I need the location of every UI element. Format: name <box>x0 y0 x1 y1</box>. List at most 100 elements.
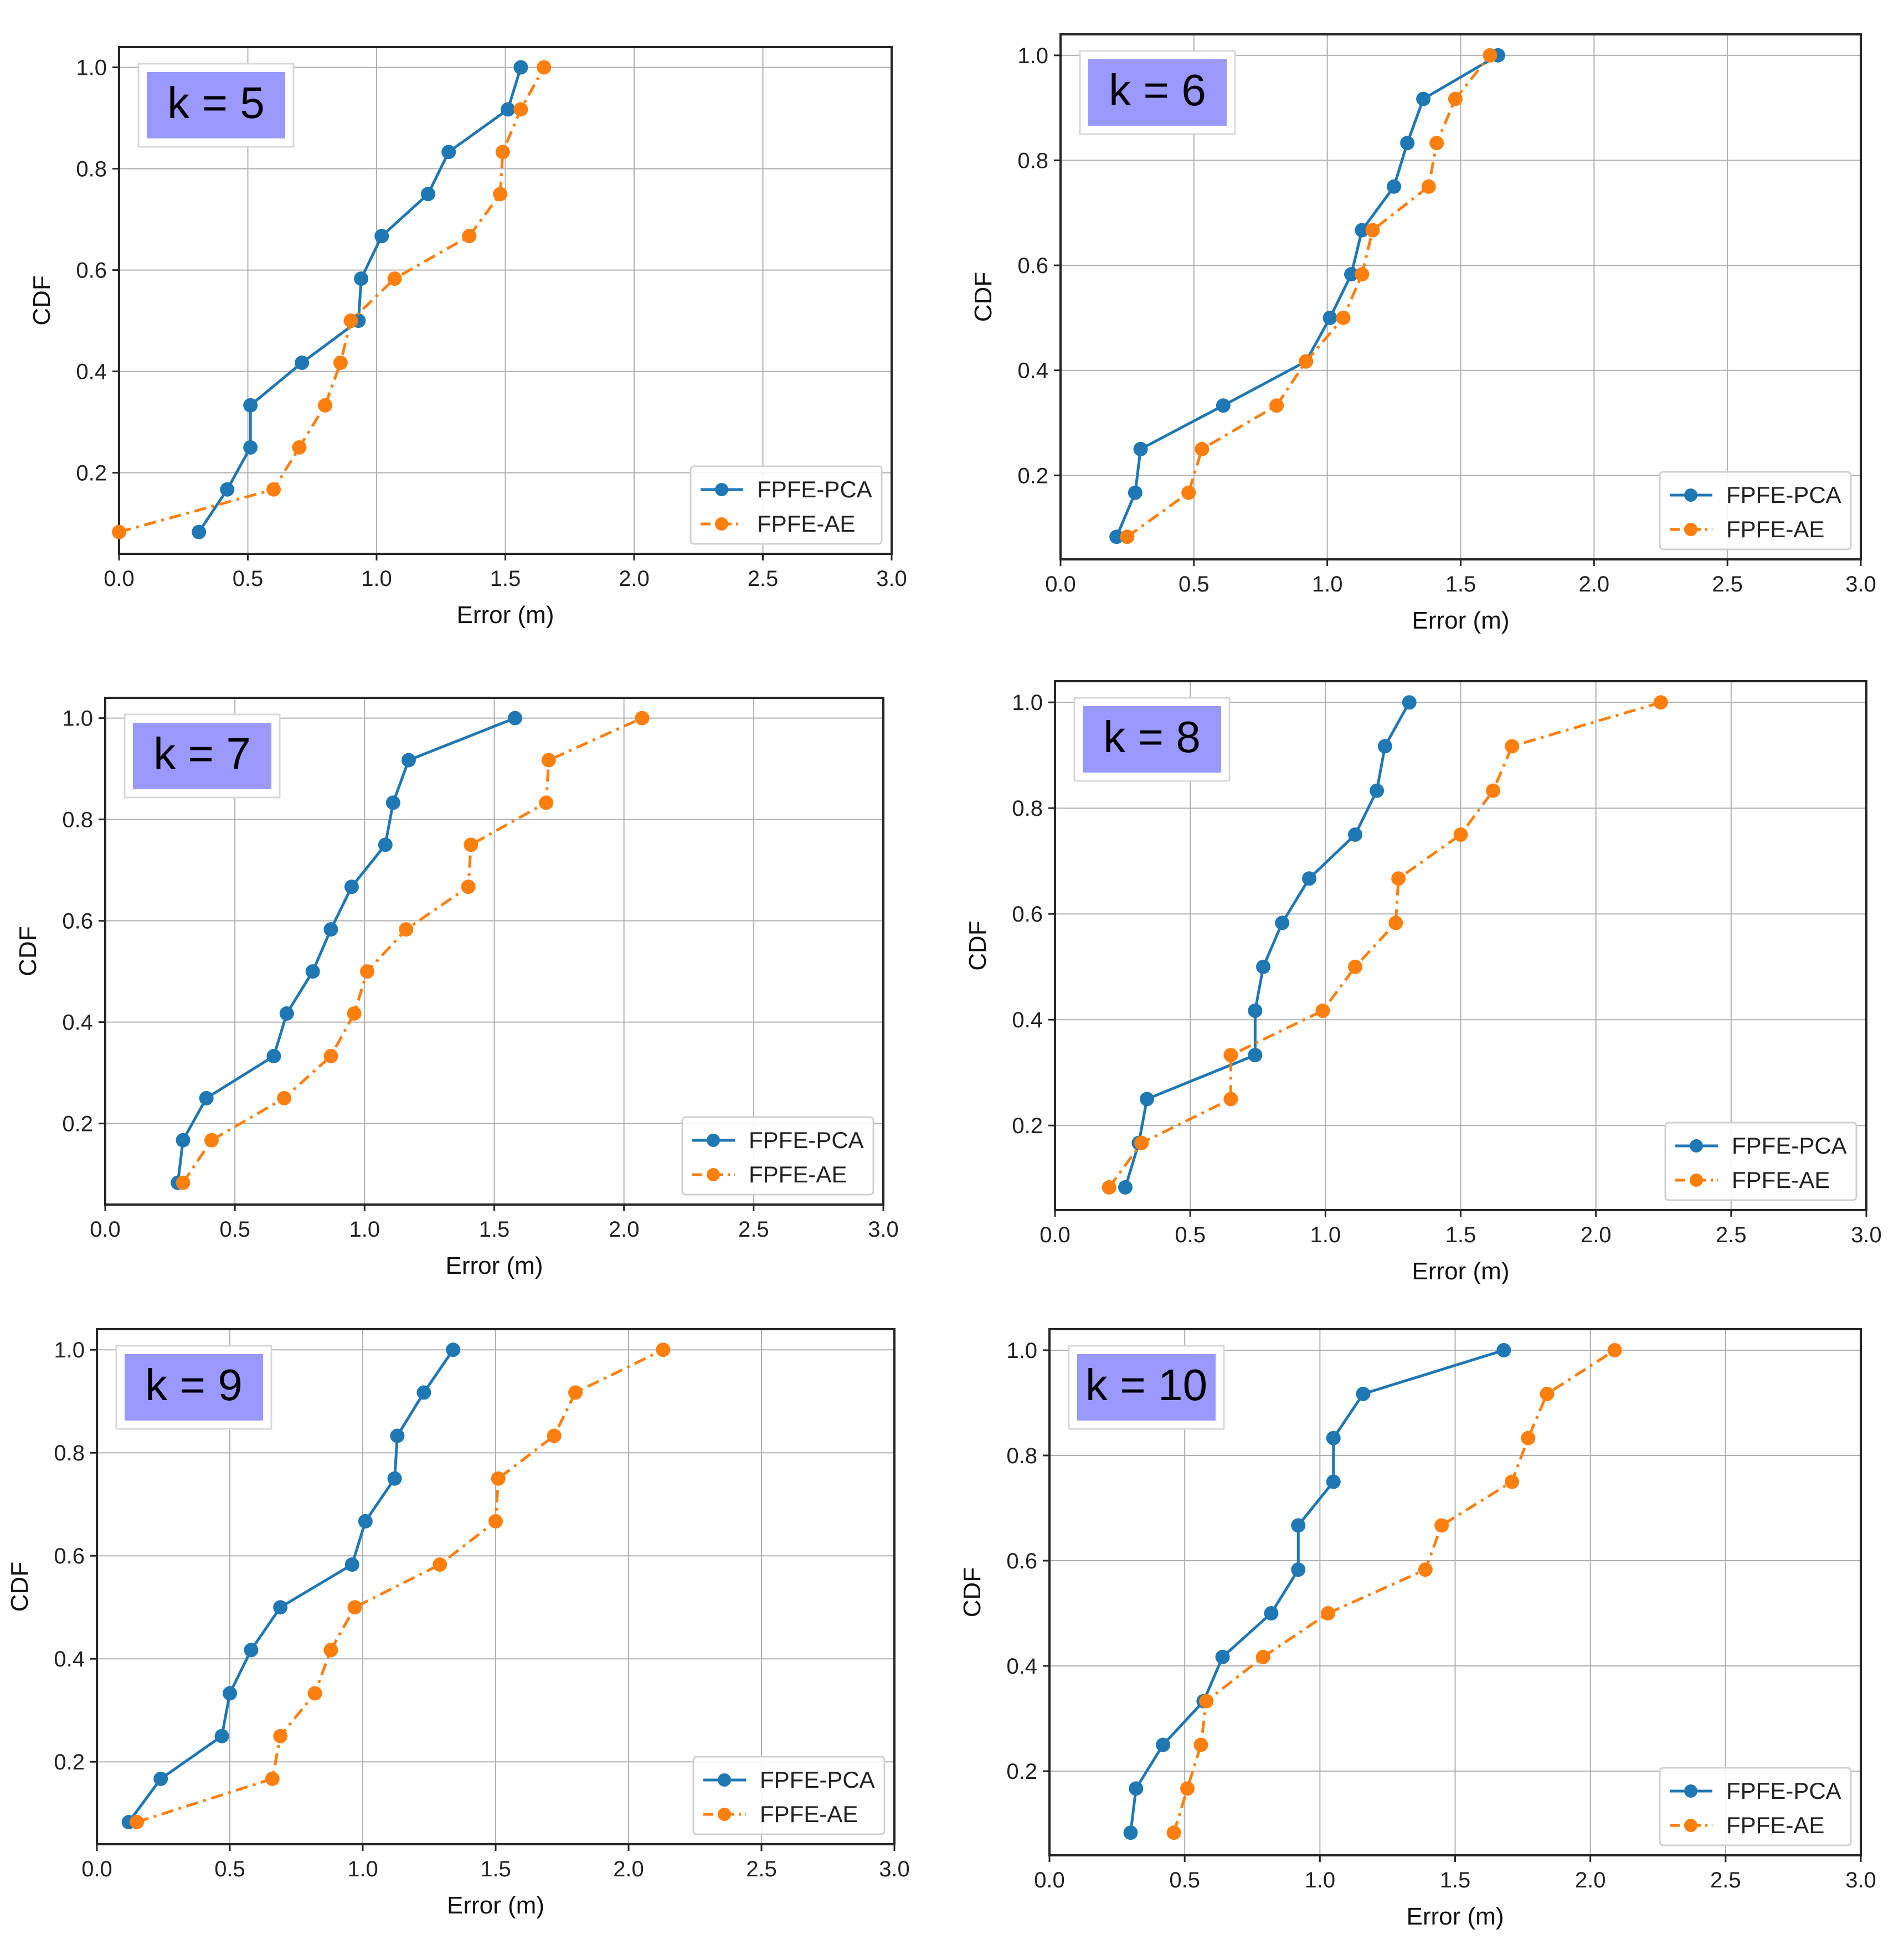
y-tick-label: 1.0 <box>76 56 107 80</box>
y-tick-label: 0.4 <box>1017 359 1048 383</box>
ae-data-point <box>1365 223 1380 238</box>
legend-label: FPFE-AE <box>757 511 855 537</box>
y-tick-label: 0.6 <box>1017 254 1048 278</box>
pca-series-line <box>198 66 522 533</box>
x-tick-label: 2.0 <box>1579 572 1610 596</box>
pca-data-point <box>387 1471 402 1486</box>
y-axis-label: CDF <box>28 275 55 325</box>
x-tick-label: 3.0 <box>868 1217 899 1242</box>
pca-data-point <box>1140 1092 1155 1107</box>
y-tick-label: 0.4 <box>54 1647 85 1671</box>
x-tick-label: 2.5 <box>1712 572 1743 596</box>
ae-data-point <box>1299 354 1314 369</box>
ae-data-point <box>433 1557 447 1572</box>
pca-data-point <box>513 60 528 75</box>
ae-data-point <box>387 271 402 286</box>
k-label-fill <box>1088 59 1227 126</box>
ae-data-point <box>1505 739 1520 754</box>
pca-data-point <box>1291 1518 1306 1533</box>
x-tick-label: 1.5 <box>490 567 521 591</box>
y-tick-label: 0.8 <box>76 157 107 182</box>
ae-data-point <box>1607 1343 1622 1357</box>
pca-data-point <box>385 795 400 810</box>
pca-data-point <box>507 711 522 726</box>
x-tick-label: 1.0 <box>361 567 392 591</box>
x-tick-label: 0.0 <box>81 1857 112 1881</box>
k-label-fill <box>1077 1354 1216 1421</box>
legend-marker <box>1690 1174 1703 1187</box>
legend-label: FPFE-PCA <box>1732 1133 1847 1159</box>
pca-data-point <box>266 1048 281 1063</box>
y-tick-label: 0.4 <box>62 1011 93 1035</box>
legend: FPFE-PCA FPFE-AE <box>1664 1121 1857 1201</box>
x-tick-label: 0.5 <box>1179 572 1210 596</box>
pca-data-point <box>199 1090 214 1105</box>
pca-data-point <box>344 1557 359 1572</box>
ae-data-point <box>1199 1694 1214 1709</box>
legend-marker <box>707 1168 720 1181</box>
ae-data-point <box>347 1600 362 1615</box>
y-tick-label: 1.0 <box>1012 691 1043 715</box>
x-tick-label: 1.5 <box>1445 572 1476 596</box>
x-tick-label: 1.5 <box>1445 1223 1476 1247</box>
ae-data-point <box>1166 1825 1181 1840</box>
ae-data-point <box>1418 1562 1433 1577</box>
axes-frame <box>118 46 893 555</box>
pca-data-point <box>1416 91 1431 106</box>
pca-data-point <box>1302 871 1317 886</box>
ae-data-point <box>1348 959 1363 974</box>
ae-data-point <box>1429 136 1444 151</box>
x-axis-label: Error (m) <box>1407 1903 1504 1930</box>
pca-data-point <box>220 482 235 497</box>
ae-data-point <box>1453 827 1468 842</box>
pca-data-point <box>1326 1474 1341 1489</box>
ae-data-point <box>495 145 510 160</box>
pca-data-point <box>1248 1048 1263 1063</box>
pca-series-line <box>127 1349 455 1823</box>
k-label-text: k = 5 <box>167 78 265 127</box>
ae-data-point <box>347 1006 362 1021</box>
legend-label: FPFE-PCA <box>1726 482 1841 508</box>
y-tick-label: 0.8 <box>1012 796 1043 821</box>
ae-data-point <box>1388 915 1403 930</box>
legend-marker <box>707 1134 720 1147</box>
legend: FPFE-PCA FPFE-AE <box>681 1116 874 1196</box>
pca-data-point <box>1291 1562 1306 1577</box>
ae-data-point <box>1505 1474 1520 1489</box>
pca-data-point <box>421 187 435 202</box>
ae-series-line <box>1108 701 1661 1189</box>
axes-frame <box>1059 33 1862 560</box>
pca-data-point <box>223 1686 237 1701</box>
y-axis-label: CDF <box>959 1567 986 1617</box>
legend-frame <box>1659 1767 1852 1846</box>
legend-marker <box>718 1808 731 1821</box>
y-tick-label: 0.6 <box>62 909 93 934</box>
pca-data-point <box>1133 441 1148 456</box>
x-tick-label: 0.0 <box>1045 572 1076 596</box>
ae-data-point <box>1320 1606 1335 1620</box>
ae-series-line <box>1172 1349 1615 1833</box>
ae-data-point <box>1653 695 1668 710</box>
pca-data-point <box>1344 267 1359 282</box>
ae-data-point <box>1255 1649 1270 1664</box>
ae-data-point <box>488 1514 503 1529</box>
legend-label: FPFE-AE <box>1726 516 1824 542</box>
k-label-text: k = 8 <box>1103 712 1201 762</box>
y-axis-label: CDF <box>964 920 991 970</box>
ae-data-point <box>323 1048 338 1063</box>
ae-data-point <box>360 964 375 979</box>
ae-data-point <box>491 1471 506 1486</box>
subplot-k9: 0.0 0.5 1.0 1.5 2.0 2.5 3.0 0.2 0.4 0.6 0.8 1.0 Erro… <box>6 1328 910 1919</box>
legend-frame <box>681 1116 874 1196</box>
pca-data-point <box>1370 783 1385 798</box>
pca-data-point <box>1496 1343 1511 1357</box>
pca-data-point <box>378 837 393 852</box>
ae-data-point <box>1181 485 1196 500</box>
x-tick-label: 3.0 <box>876 567 907 591</box>
ae-data-point <box>461 879 476 894</box>
axes-frame <box>1048 1328 1862 1856</box>
ae-data-point <box>1521 1431 1536 1445</box>
x-tick-label: 2.0 <box>1575 1868 1606 1892</box>
legend-marker <box>1684 523 1697 536</box>
x-tick-label: 1.5 <box>479 1217 510 1242</box>
